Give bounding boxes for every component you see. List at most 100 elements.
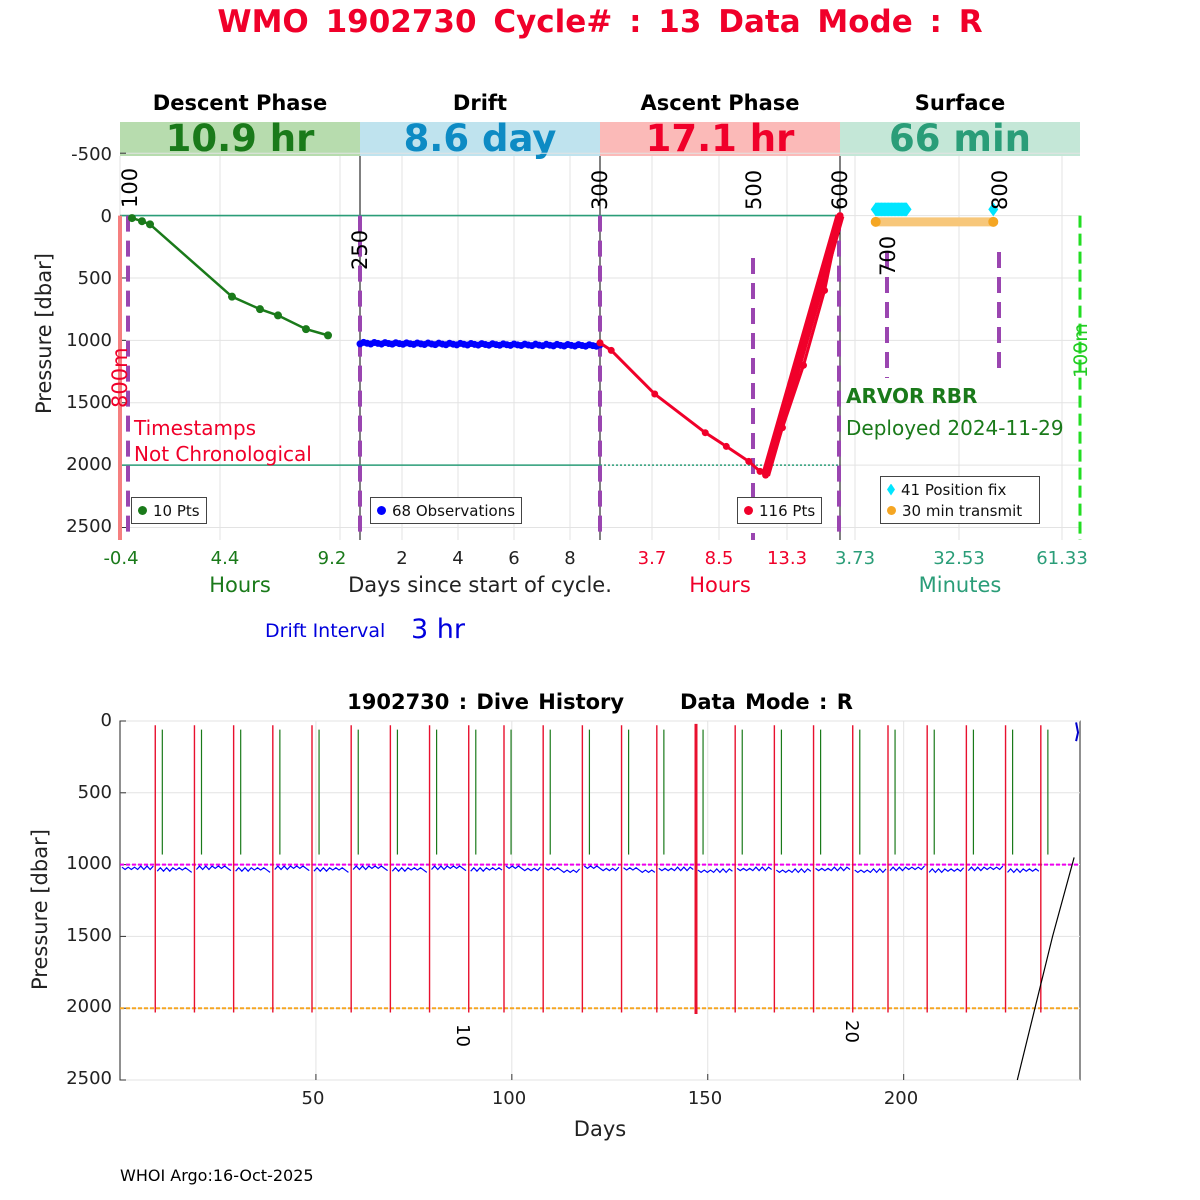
ascent-point: [745, 457, 753, 465]
drift-segment: [736, 866, 772, 872]
x-tick-drift: 2: [396, 548, 408, 569]
legend-text: 41 Position fix: [901, 480, 1007, 499]
transmit-start-point: [870, 216, 881, 227]
x-unit-ascent: Hours: [689, 573, 751, 597]
legend-marker-icon: [744, 506, 753, 515]
drift-segment: [156, 866, 193, 873]
duration-banner-drift: 8.6 day: [360, 120, 600, 157]
bottom-y-tick: 1500: [66, 925, 112, 946]
top-y-tick: 1500: [66, 392, 112, 413]
descent-point: [138, 217, 146, 226]
legend-marker-icon: [138, 506, 147, 515]
cycle-label-10: 10: [452, 1024, 473, 1047]
descent-point: [128, 214, 136, 223]
bottom-y-tick: 2500: [66, 1068, 112, 1089]
x-tick-ascent: 13.3: [766, 548, 808, 569]
drift-segment: [658, 866, 694, 872]
x-tick-drift: 4: [452, 548, 464, 569]
top-y-tick: 0: [100, 206, 112, 227]
drift-segment: [235, 866, 271, 873]
drift-segment: [854, 868, 887, 874]
duration-banner-descent: 10.9 hr: [120, 120, 360, 157]
x-unit-descent: Hours: [209, 573, 271, 597]
drift-segment: [505, 865, 541, 872]
x-tick-descent: 4.4: [210, 548, 240, 569]
legend-text: 116 Pts: [759, 501, 816, 520]
phase-title-descent: Descent Phase: [152, 91, 328, 115]
drift-segment: [313, 866, 349, 873]
top-y-tick: 500: [77, 268, 112, 289]
position-fix-point: [988, 202, 999, 217]
drift-segment: [775, 868, 812, 874]
top-y-tick: 1000: [66, 330, 112, 351]
ascent-point: [722, 442, 730, 450]
drift-segment: [391, 866, 428, 873]
ascent-point: [596, 339, 604, 347]
legend-ascent: 116 Pts: [737, 497, 823, 524]
bottom-x-tick: 150: [687, 1088, 723, 1109]
bottom-y-tick: 1000: [66, 853, 112, 874]
cycle-label-20: 20: [841, 1020, 862, 1043]
bottom-x-axis-label: Days: [573, 1117, 627, 1141]
ascent-point: [651, 390, 659, 398]
descent-point: [228, 292, 236, 301]
top-y-tick: 2000: [66, 454, 112, 475]
drift-segment: [967, 865, 1004, 872]
legend-text: 68 Observations: [392, 501, 516, 520]
surface-trace: [1075, 722, 1080, 742]
x-tick-descent: -0.4: [103, 548, 139, 569]
bottom-y-tick: 0: [100, 710, 112, 731]
footer-credit: WHOI Argo:16-Oct-2025: [120, 1166, 314, 1185]
x-tick-surface: 61.33: [1036, 548, 1088, 569]
x-tick-surface: 3.73: [834, 548, 876, 569]
x-tick-surface: 32.53: [933, 548, 985, 569]
ascent-profile-line: [599, 215, 842, 478]
drift-segment: [928, 867, 965, 874]
float-model-label: ARVOR RBR: [846, 384, 978, 408]
x-unit-drift: Days since start of cycle.: [348, 573, 612, 597]
descent-point: [324, 331, 332, 340]
descent-point: [146, 220, 154, 229]
x-tick-drift: 8: [564, 548, 576, 569]
dive-history-title: 1902730 : Dive History Data Mode : R: [347, 690, 853, 714]
phase-title-drift: Drift: [452, 91, 508, 115]
deployed-label: Deployed 2024-11-29: [846, 416, 1064, 440]
bottom-x-tick: 100: [491, 1088, 527, 1109]
drift-interval-value: 3 hr: [411, 614, 465, 645]
drift-segment: [195, 865, 232, 872]
drift-segment: [544, 867, 581, 874]
drift-segment: [470, 866, 503, 873]
drift-segment: [623, 867, 656, 874]
legend-marker-icon: [377, 506, 386, 515]
x-tick-drift: 6: [508, 548, 520, 569]
bottom-x-tick: 50: [301, 1088, 325, 1109]
legend-drift: 68 Observations: [370, 497, 523, 524]
bottom-y-tick: 2000: [66, 996, 112, 1017]
position-fix-point: [901, 202, 912, 217]
drift-interval-label: Drift Interval: [265, 620, 386, 642]
x-tick-descent: 9.2: [317, 548, 347, 569]
drift-segment: [352, 865, 388, 872]
drift-segment: [889, 865, 925, 872]
top-y-tick: 2500: [66, 516, 112, 537]
drift-segment: [583, 865, 620, 872]
duration-banner-surface: 66 min: [840, 120, 1080, 157]
drift-segment: [431, 865, 467, 872]
timestamps-annotation-2: Not Chronological: [134, 442, 312, 466]
legend-text: 30 min transmit: [902, 501, 1023, 520]
transmit-end-point: [988, 216, 999, 227]
legend-descent: 10 Pts: [131, 497, 207, 524]
drift-segment: [274, 865, 310, 872]
drift-segment: [815, 866, 851, 872]
x-tick-ascent: 8.5: [704, 548, 734, 569]
top-profile-chart: [118, 152, 1082, 540]
phase-title-surface: Surface: [914, 91, 1006, 115]
descent-point: [274, 311, 282, 320]
timestamps-annotation: Timestamps: [134, 416, 257, 440]
drift-segment: [1007, 868, 1040, 874]
duration-banner-ascent: 17.1 hr: [600, 120, 840, 157]
legend-text: 10 Pts: [153, 501, 200, 520]
x-tick-ascent: 3.7: [637, 548, 667, 569]
legend-surface: 41 Position fix 30 min transmit: [880, 476, 1040, 524]
